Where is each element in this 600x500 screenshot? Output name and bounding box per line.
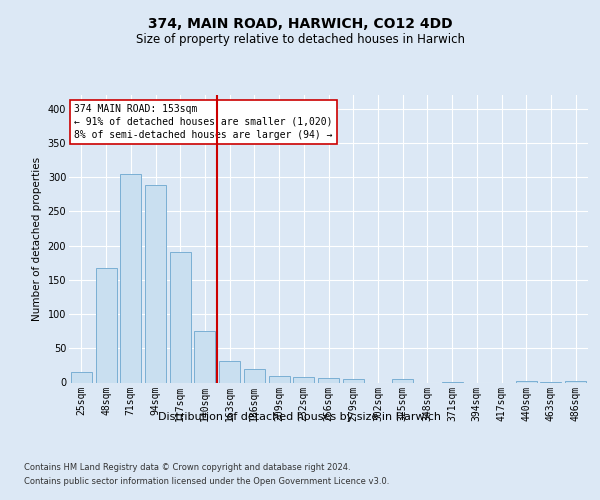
Bar: [565, 381, 586, 382]
Bar: [145, 186, 166, 382]
Bar: [516, 381, 537, 382]
Text: Distribution of detached houses by size in Harwich: Distribution of detached houses by size …: [158, 412, 442, 422]
Text: Contains public sector information licensed under the Open Government Licence v3: Contains public sector information licen…: [24, 478, 389, 486]
Text: Size of property relative to detached houses in Harwich: Size of property relative to detached ho…: [136, 32, 464, 46]
Bar: [293, 377, 314, 382]
Bar: [194, 331, 215, 382]
Bar: [318, 378, 339, 382]
Text: Contains HM Land Registry data © Crown copyright and database right 2024.: Contains HM Land Registry data © Crown c…: [24, 462, 350, 471]
Bar: [120, 174, 141, 382]
Bar: [244, 369, 265, 382]
Bar: [95, 268, 116, 382]
Text: 374, MAIN ROAD, HARWICH, CO12 4DD: 374, MAIN ROAD, HARWICH, CO12 4DD: [148, 18, 452, 32]
Bar: [170, 252, 191, 382]
Bar: [71, 372, 92, 382]
Bar: [392, 379, 413, 382]
Bar: [269, 376, 290, 382]
Text: 374 MAIN ROAD: 153sqm
← 91% of detached houses are smaller (1,020)
8% of semi-de: 374 MAIN ROAD: 153sqm ← 91% of detached …: [74, 104, 332, 140]
Bar: [343, 379, 364, 382]
Y-axis label: Number of detached properties: Number of detached properties: [32, 156, 42, 321]
Bar: [219, 360, 240, 382]
